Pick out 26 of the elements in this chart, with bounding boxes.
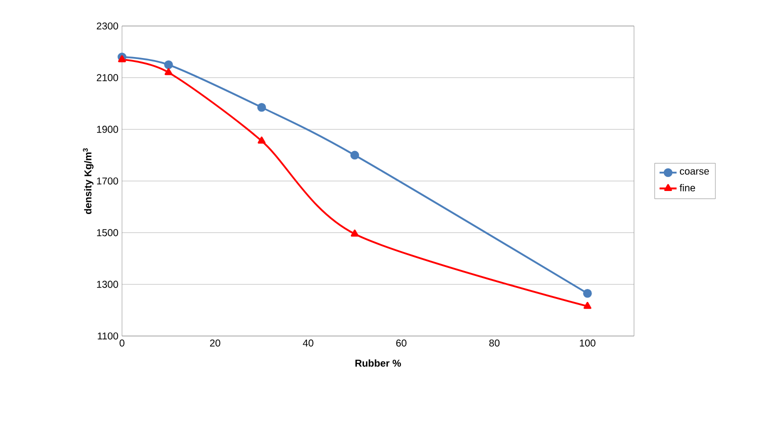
y-tick-label: 1900	[97, 126, 118, 133]
y-tick-label: 1100	[98, 332, 118, 340]
y-tick-label: 2300	[96, 22, 118, 30]
point	[164, 60, 173, 70]
x-tick-label: 0	[120, 340, 124, 347]
point	[258, 136, 266, 144]
point	[583, 288, 592, 298]
y-tick-label: 1500	[97, 229, 118, 236]
point	[350, 230, 359, 237]
point	[118, 55, 126, 62]
legend-label: fine	[680, 184, 696, 192]
y-axis-title: density Kg/m$^{3}$	[82, 148, 94, 214]
point	[164, 68, 172, 76]
x-tick-label: 40	[302, 340, 314, 347]
point	[257, 102, 266, 112]
point	[584, 302, 592, 309]
legend-label: coarse	[680, 169, 709, 175]
point	[350, 150, 360, 160]
y-tick-label: 1300	[97, 280, 118, 288]
x-axis-title: Rubber %	[355, 359, 401, 367]
x-tick-label: 100	[580, 340, 596, 347]
x-tick-label: 80	[489, 340, 500, 347]
x-tick-label: 20	[210, 340, 220, 347]
y-tick-label: 1700	[97, 177, 118, 185]
y-tick-label: 2100	[96, 74, 118, 82]
x-tick-label: 60	[396, 340, 406, 347]
